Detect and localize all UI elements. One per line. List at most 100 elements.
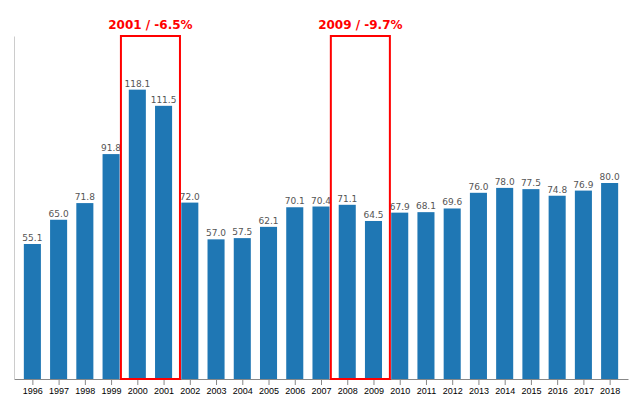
x-tick: 2010 — [390, 379, 410, 396]
bar — [417, 212, 434, 379]
bar — [444, 208, 461, 379]
bar — [50, 220, 67, 379]
data-label: 70.1 — [285, 196, 305, 206]
x-tick-mark — [557, 379, 558, 385]
x-tick-label: 1998 — [75, 386, 95, 396]
x-tick: 1997 — [49, 379, 69, 396]
x-tick-label: 2001 — [154, 386, 174, 396]
bar — [391, 213, 408, 379]
x-axis: 1996 1997 1998 1999 2000 2001 2002 2003 2004 2005… — [15, 379, 629, 396]
data-label: 62.1 — [258, 216, 278, 226]
x-tick-mark — [216, 379, 217, 385]
x-tick-label: 2009 — [364, 386, 384, 396]
x-tick-label: 2008 — [338, 386, 358, 396]
x-tick: 2001 — [154, 379, 174, 396]
x-tick-label: 2005 — [259, 386, 279, 396]
x-tick-label: 2003 — [207, 386, 227, 396]
x-tick-label: 2006 — [285, 386, 305, 396]
x-tick: 2000 — [128, 379, 148, 396]
x-tick-mark — [505, 379, 506, 385]
x-tick: 2006 — [285, 379, 305, 396]
data-label: 118.1 — [124, 79, 150, 89]
bar — [234, 238, 251, 379]
data-label: 74.8 — [547, 185, 567, 195]
x-tick: 1996 — [23, 379, 43, 396]
data-label: 55.1 — [22, 233, 42, 243]
bar — [24, 244, 41, 379]
data-label: 91.8 — [101, 143, 121, 153]
bar — [496, 188, 513, 379]
bar — [155, 106, 172, 379]
data-label: 72.0 — [180, 192, 200, 202]
data-label: 71.8 — [75, 192, 95, 202]
x-tick-label: 2014 — [495, 386, 515, 396]
data-label: 76.9 — [573, 180, 593, 190]
x-tick: 2002 — [180, 379, 200, 396]
data-label: 71.1 — [337, 194, 357, 204]
x-tick-label: 1997 — [49, 386, 69, 396]
annotation-box — [331, 36, 390, 379]
x-tick-mark — [85, 379, 86, 385]
data-label: 65.0 — [49, 209, 69, 219]
x-tick-label: 1996 — [23, 386, 43, 396]
bar — [339, 205, 356, 379]
x-tick-mark — [400, 379, 401, 385]
bar — [286, 207, 303, 379]
data-label: 78.0 — [495, 177, 515, 187]
x-tick: 1998 — [75, 379, 95, 396]
x-tick: 2004 — [233, 379, 253, 396]
x-tick-mark — [478, 379, 479, 385]
bars — [24, 90, 618, 379]
x-tick-mark — [59, 379, 60, 385]
chart: 1996 1997 1998 1999 2000 2001 2002 2003 2004 2005… — [0, 0, 640, 409]
annotation-label: 2009 / -9.7% — [318, 18, 402, 32]
bar — [312, 207, 329, 379]
bar — [181, 203, 198, 379]
x-tick-label: 2007 — [311, 386, 331, 396]
data-label: 64.5 — [363, 210, 383, 220]
bar — [129, 90, 146, 379]
x-tick-mark — [452, 379, 453, 385]
x-tick-label: 2002 — [180, 386, 200, 396]
bar — [470, 193, 487, 379]
x-tick-mark — [426, 379, 427, 385]
data-label: 76.0 — [468, 182, 488, 192]
x-tick-label: 2013 — [469, 386, 489, 396]
data-label: 77.5 — [521, 178, 541, 188]
x-tick: 2015 — [521, 379, 541, 396]
x-tick: 2017 — [574, 379, 594, 396]
data-label: 67.9 — [390, 202, 410, 212]
x-tick-label: 2012 — [443, 386, 463, 396]
x-tick: 2008 — [338, 379, 358, 396]
x-tick: 2012 — [443, 379, 463, 396]
data-label: 80.0 — [600, 172, 620, 182]
y-axis-line — [14, 37, 15, 380]
data-label: 111.5 — [151, 95, 177, 105]
x-tick-label: 2004 — [233, 386, 253, 396]
plot: 1996 1997 1998 1999 2000 2001 2002 2003 2004 2005… — [15, 18, 629, 396]
bar — [575, 191, 592, 379]
x-tick-mark — [531, 379, 532, 385]
x-tick-label: 1999 — [102, 386, 122, 396]
bar — [76, 203, 93, 379]
x-tick-label: 2017 — [574, 386, 594, 396]
annotation-label: 2001 / -6.5% — [108, 18, 192, 32]
bar — [260, 227, 277, 379]
data-label: 70.4 — [311, 196, 331, 206]
x-tick: 2003 — [207, 379, 227, 396]
annotations: 2001 / -6.5% 2009 / -9.7% — [108, 18, 402, 379]
bar — [208, 239, 225, 379]
data-label: 69.6 — [442, 197, 462, 207]
x-tick-label: 2015 — [521, 386, 541, 396]
x-tick: 2013 — [469, 379, 489, 396]
x-tick: 2016 — [548, 379, 568, 396]
y-axis — [14, 37, 15, 380]
x-tick: 2011 — [417, 379, 436, 396]
bar — [365, 221, 382, 379]
bar — [601, 183, 618, 379]
x-tick-label: 2016 — [548, 386, 568, 396]
x-tick: 1999 — [102, 379, 122, 396]
x-tick-mark — [610, 379, 611, 385]
bar — [549, 196, 566, 379]
bar — [103, 154, 120, 379]
